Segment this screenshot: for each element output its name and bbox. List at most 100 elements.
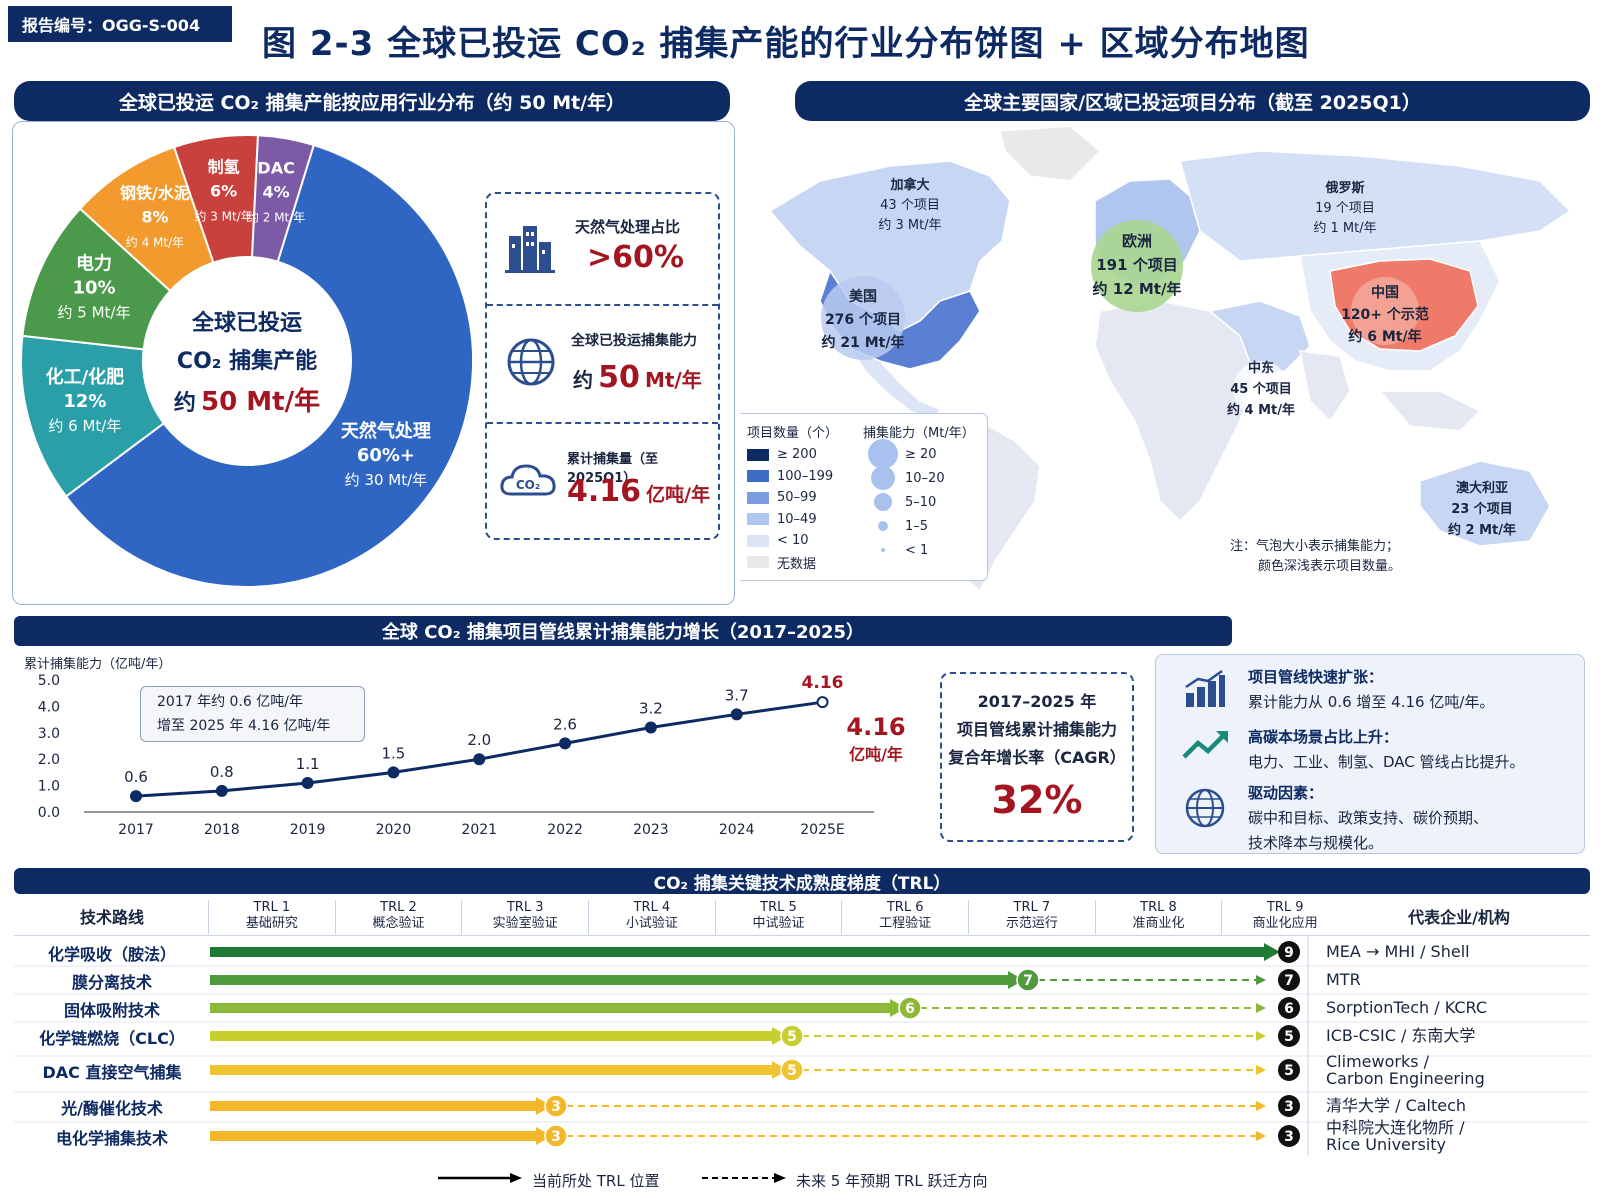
line-end-value: 4.16 亿吨/年 [836,713,916,765]
line-point-label: 0.8 [210,763,234,781]
line-annotation-line1: 2017 年约 0.6 亿吨/年 [157,694,303,710]
region-china: 中国 120+ 个示范 约 6 Mt/年 [1330,282,1440,348]
line-point-label: 3.7 [725,686,749,704]
region-china-capacity: 约 6 Mt/年 [1348,329,1422,345]
legend-count-list: ≥ 200 100–199 50–99 10–49 < 10 无数据 [747,444,833,573]
line-point-label: 2.0 [467,731,491,749]
kpi-gas-share: 天然气处理占比 >60% [487,194,718,306]
line-end-unit: 亿吨/年 [849,745,903,764]
map-note: 注：气泡大小表示捕集能力； 颜色深浅表示项目数量。 [1230,537,1430,577]
legend-count-label: 10–49 [777,511,817,527]
legend-cap-label: 5–10 [905,494,937,510]
trl-bar-head [772,1027,788,1045]
trl-level-name: 基础研究 [245,916,298,931]
trl-level-badge [1278,1059,1300,1081]
trl-level-badge [1278,1025,1300,1047]
trl-org-line1: ICB-CSIC / 东南大学 [1326,1026,1476,1045]
region-china-projects: 120+ 个示范 [1341,307,1429,323]
pie-label-3-2: 约 4 Mt/年 [126,234,184,249]
trl-level-badge [1278,1095,1300,1117]
trl-bar-head [1008,971,1024,989]
trl-marker [780,1058,804,1082]
trl-level-2: TRL 2 概念验证 [334,900,462,934]
trl-level-4: TRL 4 小试验证 [588,900,715,934]
trl-level-name: 示范运行 [1005,916,1058,931]
line-point [387,766,400,779]
region-canada-name: 加拿大 [890,178,930,193]
line-xtick: 2021 [461,822,497,838]
trl-level-badge-value: 9 [1284,945,1294,961]
trl-org-label: 中科院大连化物所 / Rice University [1326,1119,1464,1153]
line-ytick: 4.0 [38,699,60,715]
legend-cap-title: 捕集能力（Mt/年） [863,426,975,441]
kpi-capacity-unit: Mt/年 [644,368,702,392]
legend-count-swatch [747,448,769,461]
legend-cap-label: < 1 [905,542,929,558]
trl-header-row: 技术路线 TRL 1 基础研究 TRL 2 概念验证 TRL 3 实验室验证 TRL 4 小试… [14,896,1590,936]
trl-tech-label: 光/酶催化技术 [61,1099,163,1118]
line-point [559,737,572,750]
trl-bar-5 [210,1101,538,1111]
trl-marker [544,1094,568,1118]
insight-3-body: 碳中和目标、政策支持、碳价预期、 [1248,809,1489,827]
region-russia: 俄罗斯 19 个项目 约 1 Mt/年 [1300,179,1390,239]
trl-bar-3 [210,1031,774,1041]
trl-level-code: TRL 7 [1013,900,1051,915]
kpi-capacity-label: 全球已投运捕集能力 [571,333,697,349]
pie-label-4-1: 6% [210,182,237,201]
trl-level-code: TRL 5 [760,900,797,915]
pie-label-4-2: 约 3 Mt/年 [194,209,252,224]
trl-bar-0 [210,947,1266,957]
kpi-capacity-prefix: 约 [573,368,593,392]
legend-count-item: < 10 [747,530,833,552]
insight-1: 项目管线快速扩张： 累计能力从 0.6 增至 4.16 亿吨/年。 [1248,665,1494,715]
pie-center-hole [143,257,351,465]
legend-count-title: 项目数量（个） [747,426,839,441]
trl-marker-value: 3 [551,1099,561,1115]
pie-label-1-2: 约 6 Mt/年 [48,417,121,435]
line-point-label: 1.5 [382,744,406,762]
line-end-number: 4.16 [846,713,906,741]
trl-org-line2: Carbon Engineering [1326,1069,1485,1088]
region-middle-east-projects: 45 个项目 [1230,382,1292,397]
trl-level-badge-value: 7 [1284,973,1294,989]
trl-level-name: 商业化应用 [1252,916,1318,931]
pie-label-0-1: 60%+ [357,445,415,466]
trl-org-label: SorptionTech / KCRC [1326,999,1487,1016]
kpi-capacity: 全球已投运捕集能力 约 50 Mt/年 [487,306,718,424]
line-point [215,784,228,797]
europe-bubble [1091,220,1183,312]
line-point [130,790,142,803]
legend-count-item: 10–49 [747,509,833,531]
pie-label-4-0: 制氢 [208,158,240,177]
trl-level-3: TRL 3 实验室验证 [461,900,588,934]
trl-level-badge-value: 6 [1284,1001,1294,1017]
line-point [301,776,314,789]
region-russia-capacity: 约 1 Mt/年 [1313,221,1377,236]
trl-level-name: 概念验证 [372,916,425,931]
legend-count-label: 100–199 [777,468,834,484]
legend-cap-item: 1–5 [867,514,945,538]
trl-dashed-head [1256,1131,1266,1141]
pie-section-header: 全球已投运 CO₂ 捕集产能按应用行业分布（约 50 Mt/年） [14,81,730,121]
trl-chart: 9 7 7 6 6 5 5 5 5 3 3 3 3 [14,936,1590,1156]
trl-bar-head [890,999,906,1017]
line-xtick: 2019 [290,822,326,838]
insight-2: 高碳本场景占比上升： 电力、工业、制氢、DAC 管线占比提升。 [1248,725,1525,775]
trl-level-badge-value: 5 [1284,1029,1294,1045]
southeast-asia-shape [1378,390,1482,432]
pie-label-2-1: 10% [72,278,115,299]
region-canada-capacity: 约 3 Mt/年 [878,218,942,233]
trl-marker-value: 3 [551,1129,561,1145]
legend-cap-label: ≥ 20 [905,446,937,462]
legend-count-swatch [747,470,769,483]
trl-bar-head [536,1097,552,1115]
kpi-cumulative-value: 4.16 [567,474,642,509]
line-point [816,696,829,709]
trl-marker [898,996,922,1020]
trl-bar-head [1264,943,1280,961]
trl-level-name: 准商业化 [1132,916,1185,931]
line-point-label: 4.16 [802,673,844,693]
legend-cap-label: 10–20 [905,470,945,486]
trl-marker-value: 5 [787,1063,797,1079]
